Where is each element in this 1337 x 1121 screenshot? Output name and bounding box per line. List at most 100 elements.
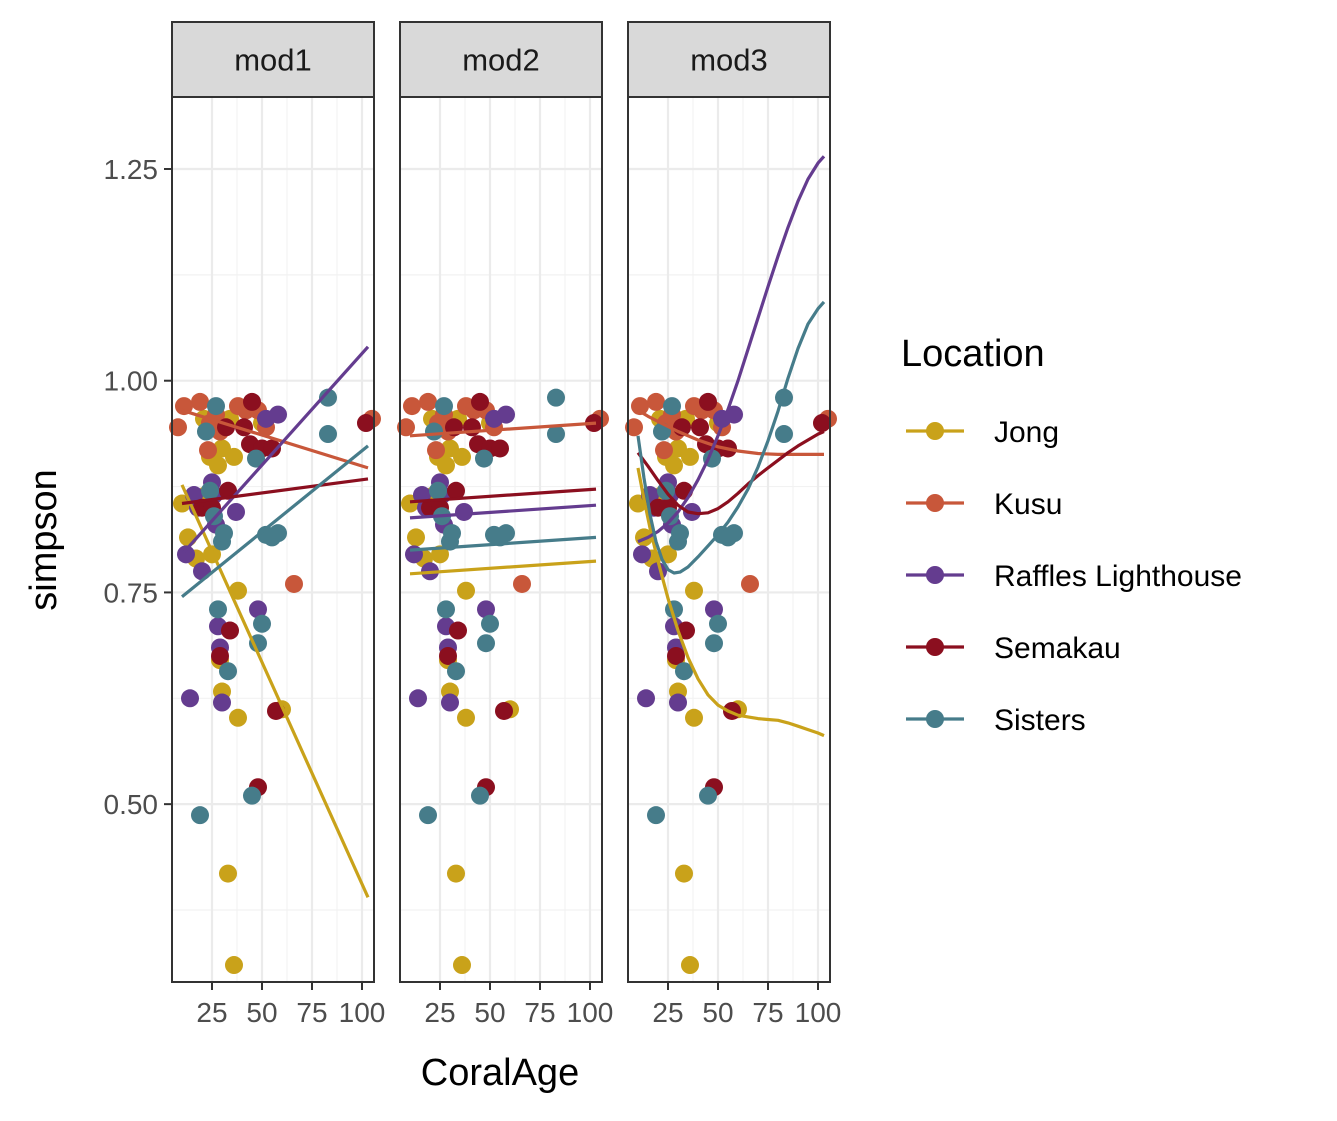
legend-label: Sisters — [994, 704, 1086, 737]
strip-label-mod1: mod1 — [234, 43, 312, 78]
x-axis-title: CoralAge — [421, 1052, 579, 1094]
data-point — [647, 392, 665, 411]
data-point — [191, 392, 209, 411]
data-point — [207, 397, 225, 416]
data-point — [357, 414, 375, 433]
fit-line-semakau — [409, 487, 597, 504]
data-point — [247, 449, 265, 468]
legend-label: Kusu — [994, 488, 1062, 521]
legend-item: Sisters — [906, 704, 1086, 737]
x-tick-label: 75 — [524, 997, 555, 1028]
x-tick-label: 25 — [652, 997, 683, 1028]
data-point — [685, 581, 703, 600]
data-point — [663, 397, 681, 416]
panel-border — [627, 96, 831, 983]
data-point — [477, 600, 495, 619]
data-point — [813, 414, 831, 433]
fit-line-raffles-lighthouse — [637, 155, 826, 544]
data-point — [243, 392, 261, 411]
data-point — [691, 418, 709, 437]
fit-line-raffles-lighthouse — [180, 345, 370, 556]
data-point — [179, 528, 197, 547]
data-point — [471, 786, 489, 805]
data-point — [221, 621, 239, 640]
data-point — [425, 422, 443, 441]
data-point — [269, 405, 287, 424]
y-tick-label: 0.50 — [104, 789, 159, 820]
legend-title: Location — [901, 333, 1045, 375]
data-point — [455, 502, 473, 521]
data-point — [435, 397, 453, 416]
data-point — [775, 425, 793, 444]
fit-line-sisters — [636, 300, 826, 575]
y-tick-label: 1.00 — [104, 366, 159, 397]
data-point — [447, 662, 465, 681]
y-axis: 0.50 0.75 1.00 1.25 — [104, 154, 172, 820]
fit-line-raffles-lighthouse — [409, 503, 597, 520]
y-tick-label: 1.25 — [104, 154, 159, 185]
data-point — [249, 600, 267, 619]
legend-label: Semakau — [994, 632, 1121, 665]
data-point — [725, 524, 743, 543]
fit-line-jong — [180, 484, 370, 898]
data-point — [215, 524, 233, 543]
y-tick-label: 0.75 — [104, 577, 159, 608]
data-point — [675, 864, 693, 883]
data-point — [669, 693, 687, 712]
data-point — [547, 425, 565, 444]
data-point — [219, 662, 237, 681]
data-point — [199, 441, 217, 460]
data-point — [407, 528, 425, 547]
panels-layer: mod1 25 50 75 100 mod2 25 50 75 100 mod3 25 50 75 100 — [169, 21, 842, 1028]
data-point — [661, 507, 679, 526]
data-point — [705, 600, 723, 619]
legend-label: Raffles Lighthouse — [994, 560, 1242, 593]
data-point — [319, 388, 337, 407]
data-point — [631, 397, 649, 416]
x-tick-label: 75 — [296, 997, 327, 1028]
legend-item: Semakau — [906, 632, 1121, 665]
fit-line-jong — [636, 467, 825, 738]
data-point — [193, 562, 211, 581]
x-tick-label: 75 — [752, 997, 783, 1028]
data-point — [397, 418, 415, 437]
data-point — [437, 456, 455, 475]
data-point — [667, 646, 685, 665]
data-point — [481, 614, 499, 633]
data-point — [725, 405, 743, 424]
data-point — [497, 524, 515, 543]
data-point — [429, 481, 447, 500]
legend-item: Jong — [906, 416, 1059, 449]
data-point — [449, 621, 467, 640]
data-point — [453, 447, 471, 466]
data-point — [209, 456, 227, 475]
fit-line-sisters — [180, 444, 370, 598]
fit-line-jong — [409, 559, 597, 576]
data-point — [685, 708, 703, 727]
data-point — [403, 397, 421, 416]
strip-background — [171, 21, 375, 98]
data-point — [319, 425, 337, 444]
x-tick-label: 100 — [795, 997, 842, 1028]
fit-line-kusu — [181, 408, 369, 470]
data-point — [681, 956, 699, 975]
strip-background — [627, 21, 831, 98]
strip-label-mod3: mod3 — [690, 43, 768, 78]
legend-key-point — [926, 710, 944, 728]
data-point — [447, 864, 465, 883]
data-point — [665, 456, 683, 475]
panel-mod1: mod1 25 50 75 100 — [169, 21, 385, 1028]
data-point — [427, 441, 445, 460]
panel-border — [171, 96, 375, 983]
x-tick-label: 25 — [196, 997, 227, 1028]
panel-border — [399, 96, 603, 983]
data-point — [253, 614, 271, 633]
data-point — [457, 581, 475, 600]
data-point — [677, 621, 695, 640]
data-point — [419, 392, 437, 411]
data-point — [497, 405, 515, 424]
data-point — [177, 545, 195, 564]
data-point — [213, 693, 231, 712]
